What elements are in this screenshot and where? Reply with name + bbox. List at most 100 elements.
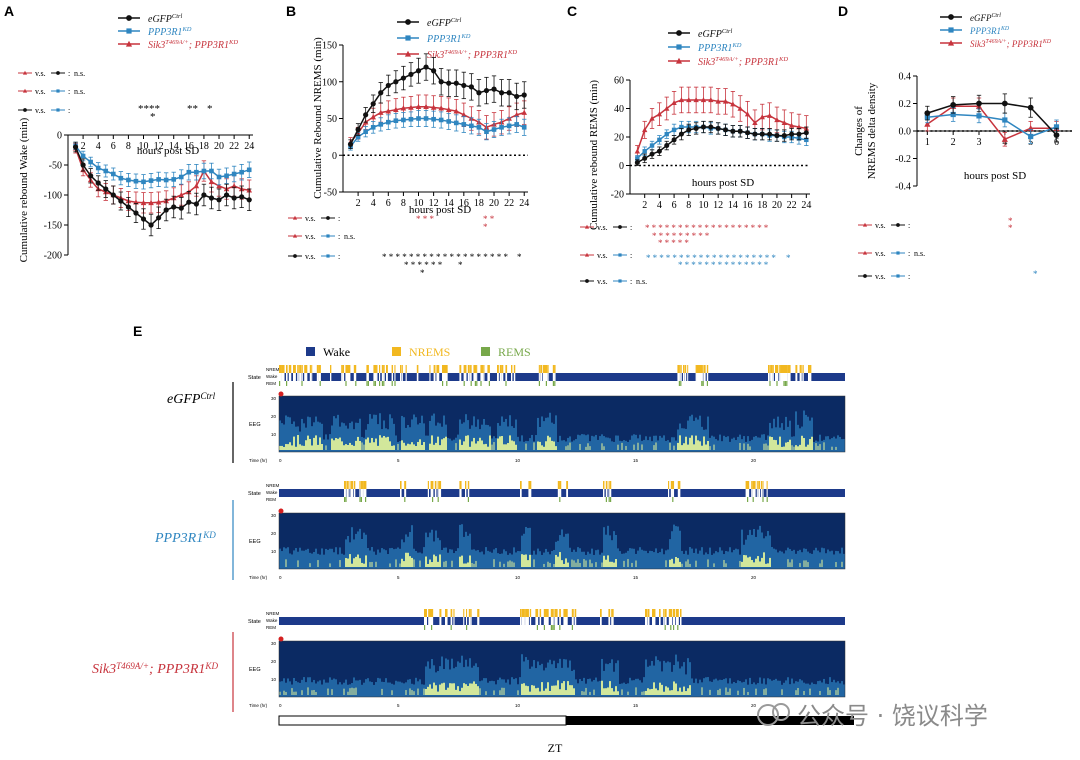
- spec-bright: [567, 562, 569, 567]
- spec-column: [699, 415, 701, 452]
- spec-column: [347, 428, 349, 452]
- data-point: [103, 186, 109, 192]
- data-point: [924, 110, 931, 117]
- nrem-epoch: [346, 365, 349, 373]
- spec-column: [353, 429, 355, 452]
- rem-epoch: [608, 497, 610, 502]
- nrem-epoch: [680, 609, 682, 617]
- spec-bright: [835, 690, 837, 695]
- spec-bright: [677, 691, 679, 695]
- wake-gap: [309, 373, 312, 381]
- spec-column: [711, 554, 713, 569]
- nrem-epoch: [467, 365, 469, 373]
- spec-bright: [837, 687, 839, 695]
- spec-bright: [393, 445, 395, 450]
- rem-epoch: [605, 497, 607, 502]
- y-tick-label: 60: [614, 76, 624, 87]
- nrem-epoch: [672, 481, 675, 489]
- data-point: [126, 28, 132, 34]
- nrem-epoch: [425, 609, 427, 617]
- spec-column: [413, 548, 415, 569]
- spec-column: [527, 441, 529, 452]
- spec-bright: [677, 558, 679, 567]
- x-tick-label: 2: [81, 141, 86, 152]
- nrem-epoch: [432, 481, 434, 489]
- spec-bright: [669, 690, 671, 695]
- sig-star: *: [678, 238, 683, 248]
- spec-column: [519, 551, 521, 569]
- spec-column: [665, 662, 667, 697]
- time-tick: 10: [515, 703, 521, 708]
- spec-column: [537, 548, 539, 569]
- data-point: [521, 125, 527, 130]
- spec-column: [515, 552, 517, 569]
- time-tick: 15: [633, 458, 639, 463]
- rem-epoch: [766, 497, 768, 502]
- spec-column: [747, 535, 749, 569]
- spec-column: [491, 552, 493, 569]
- spec-column: [711, 681, 713, 697]
- spec-column: [797, 424, 799, 452]
- data-point: [678, 131, 684, 137]
- rem-epoch: [702, 381, 704, 386]
- sig-star: *: [737, 223, 742, 233]
- rem-epoch: [344, 497, 346, 502]
- spec-column: [533, 660, 535, 697]
- spec-column: [343, 554, 345, 569]
- spec-column: [501, 553, 503, 569]
- spec-column: [707, 416, 709, 452]
- spec-column: [725, 550, 727, 569]
- spec-bright: [637, 442, 639, 450]
- spec-bright: [439, 684, 441, 695]
- spec-bright: [743, 687, 745, 695]
- nrem-epoch: [789, 365, 791, 373]
- spec-column: [835, 550, 837, 569]
- data-point: [239, 169, 244, 175]
- wake-gap: [467, 373, 469, 381]
- rem-epoch: [383, 381, 385, 386]
- spec-column: [287, 416, 289, 452]
- spec-column: [829, 677, 831, 697]
- spec-column: [719, 679, 721, 697]
- spec-column: [577, 547, 579, 569]
- data-point: [415, 103, 422, 110]
- spec-bright: [517, 690, 519, 695]
- spec-column: [639, 547, 641, 569]
- spec-bright: [775, 440, 777, 450]
- spec-column: [667, 440, 669, 452]
- stats-row: v.s.:: [580, 223, 632, 232]
- wake-gap: [677, 489, 680, 497]
- spec-bright: [501, 436, 503, 450]
- spec-column: [283, 547, 285, 569]
- data-point: [378, 122, 384, 127]
- spec-bright: [671, 558, 673, 567]
- spec-bright: [549, 690, 551, 695]
- sig-star: *: [678, 260, 683, 270]
- sig-star: *: [665, 223, 670, 233]
- spec-bright: [403, 442, 405, 450]
- spec-bright: [643, 691, 645, 695]
- nrem-epoch: [550, 609, 553, 617]
- spec-column: [759, 525, 761, 569]
- spec-column: [767, 530, 769, 569]
- spec-bright: [347, 558, 349, 567]
- data-point: [752, 131, 758, 137]
- spec-column: [405, 427, 407, 452]
- data-point: [789, 131, 795, 137]
- spec-bright: [499, 436, 501, 450]
- spec-bright: [427, 563, 429, 567]
- hypno-row-label: NREM: [266, 367, 280, 372]
- spec-bright: [459, 556, 461, 567]
- spec-bright: [613, 691, 615, 695]
- spec-column: [595, 550, 597, 569]
- spec-column: [825, 436, 827, 452]
- spec-column: [843, 684, 845, 697]
- spec-bright: [351, 563, 353, 567]
- spec-column: [605, 534, 607, 569]
- spec-bright: [763, 552, 765, 567]
- spec-column: [673, 437, 675, 452]
- spec-column: [565, 659, 567, 697]
- wake-gap: [664, 617, 667, 625]
- spec-bright: [685, 691, 687, 695]
